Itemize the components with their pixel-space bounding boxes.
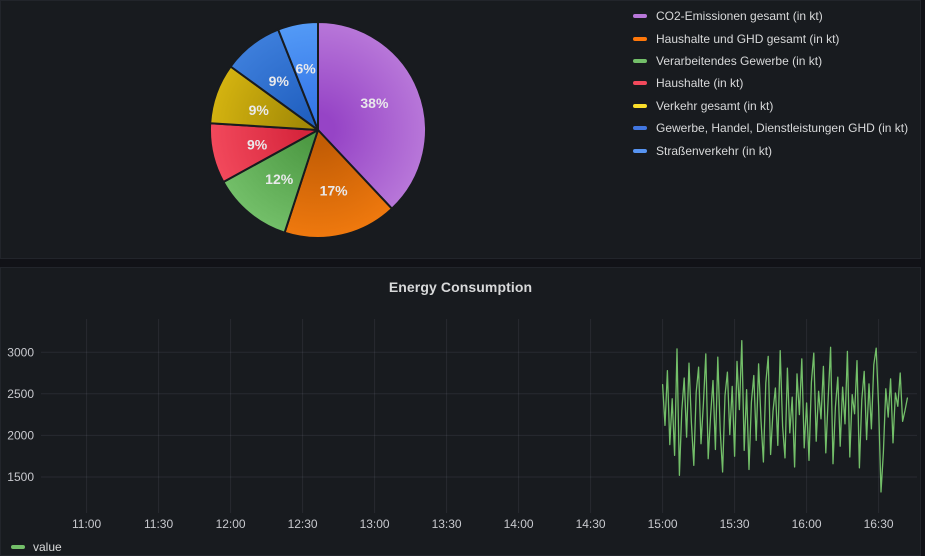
x-axis-tick-label: 14:30 (576, 517, 606, 531)
x-axis-tick-label: 15:00 (648, 517, 678, 531)
pie-slice-label: 9% (249, 102, 270, 118)
pie-legend-label: Verkehr gesamt (in kt) (656, 98, 774, 113)
x-axis-tick-label: 13:00 (360, 517, 390, 531)
series-color-swatch (633, 36, 647, 41)
pie-legend-label: Straßenverkehr (in kt) (656, 143, 773, 158)
x-axis-tick-label: 13:30 (432, 517, 462, 531)
y-axis-tick-label: 2500 (7, 387, 34, 401)
pie-legend-item[interactable]: Haushalte und GHD gesamt (in kt) (633, 27, 908, 49)
x-axis-tick-label: 16:30 (864, 517, 894, 531)
x-axis-tick-label: 12:00 (216, 517, 246, 531)
x-axis-tick-label: 16:00 (792, 517, 822, 531)
pie-chart: 38% 17% 12% 9% 9% 9% 6% (208, 21, 427, 239)
pie-slice[interactable] (317, 21, 427, 210)
pie-legend-label: Haushalte und GHD gesamt (in kt) (656, 31, 840, 46)
series-color-swatch (633, 58, 647, 63)
series-color-swatch (633, 103, 647, 108)
x-axis-tick-label: 14:00 (504, 517, 534, 531)
y-axis-tick-label: 3000 (7, 345, 34, 359)
pie-slice[interactable] (222, 129, 319, 234)
pie-legend-label: Haushalte (in kt) (656, 76, 744, 91)
pie-slice-label: 17% (320, 183, 349, 199)
series-color-swatch (633, 14, 647, 19)
pie-legend-item[interactable]: Gewerbe, Handel, Dienstleistungen GHD (i… (633, 117, 908, 139)
pie-slice-label: 6% (295, 61, 316, 77)
panel-title: Energy Consumption (388, 279, 533, 295)
pie-slice-label: 9% (247, 137, 268, 153)
x-axis-tick-label: 12:30 (288, 517, 318, 531)
pie-slice-label: 9% (269, 73, 290, 89)
timeseries-line[interactable] (661, 339, 909, 493)
pie-legend-item[interactable]: Verkehr gesamt (in kt) (633, 95, 908, 117)
pie-slice[interactable] (283, 129, 393, 239)
pie-panel: 38% 17% 12% 9% 9% 9% 6% CO2-Emissionen gesamt … (0, 0, 921, 259)
series-color-swatch (633, 81, 647, 86)
pie-legend-label: Gewerbe, Handel, Dienstleistungen GHD (i… (656, 121, 909, 136)
timeseries-legend-item[interactable]: value (11, 539, 62, 555)
timeseries-panel: Energy Consumption 1500 2000 2500 3000 11:00… (0, 267, 921, 556)
y-axis-tick-label: 2000 (7, 428, 34, 442)
x-axis-tick-label: 11:30 (144, 517, 173, 531)
pie-slice-label: 38% (360, 95, 389, 111)
x-axis-tick-label: 11:00 (72, 517, 101, 531)
timeseries-chart: 1500 2000 2500 3000 11:00 11:30 12:00 12:30 13:0… (7, 319, 917, 531)
pie-legend-item[interactable]: Verarbeitendes Gewerbe (in kt) (633, 50, 908, 72)
pie-legend: CO2-Emissionen gesamt (in kt) Haushalte … (633, 5, 908, 162)
pie-legend-item[interactable]: CO2-Emissionen gesamt (in kt) (633, 5, 908, 27)
pie-legend-item[interactable]: Straßenverkehr (in kt) (633, 139, 908, 161)
pie-legend-label: CO2-Emissionen gesamt (in kt) (656, 9, 823, 24)
series-color-swatch (633, 148, 647, 153)
series-color-swatch (11, 545, 25, 549)
pie-legend-label: Verarbeitendes Gewerbe (in kt) (656, 53, 823, 68)
pie-slice[interactable] (277, 21, 319, 131)
series-color-swatch (633, 126, 647, 131)
pie-legend-item[interactable]: Haushalte (in kt) (633, 72, 908, 94)
x-axis-tick-label: 15:30 (720, 517, 750, 531)
series-label: value (33, 540, 62, 554)
pie-slice-label: 12% (265, 171, 294, 187)
y-axis-tick-label: 1500 (7, 470, 34, 484)
